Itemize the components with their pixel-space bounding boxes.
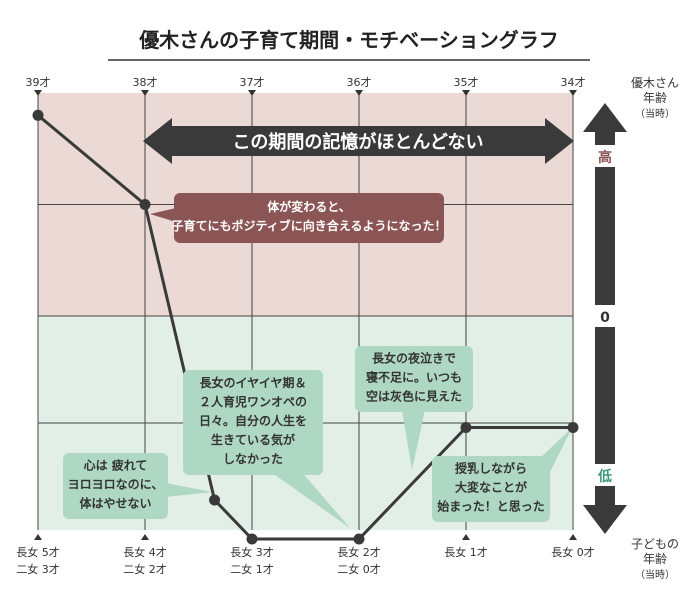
x-bottom-tick-label: 長女 0才 bbox=[551, 545, 595, 559]
x-top-tick-label: 36才 bbox=[347, 75, 372, 89]
top-axis-label: 優木さん bbox=[631, 76, 679, 90]
callout-nursing-text: 大変なことが bbox=[455, 480, 527, 495]
callout-nursing-text: 授乳しながら bbox=[455, 461, 527, 476]
x-top-tick-marker bbox=[141, 90, 149, 96]
scale-low-label: 低 bbox=[597, 468, 612, 485]
series-point bbox=[460, 422, 472, 433]
x-bottom-tick-label: 二女 0才 bbox=[337, 562, 381, 576]
x-bottom-tick-label: 二女 1才 bbox=[230, 562, 274, 576]
series-point bbox=[246, 533, 258, 545]
bottom-axis-label: 年齢 bbox=[643, 551, 667, 566]
x-top-tick-marker bbox=[569, 90, 577, 96]
x-bottom-tick-label: 長女 3才 bbox=[230, 545, 274, 559]
scale-zero-box bbox=[594, 305, 616, 327]
callout-tired-tail bbox=[166, 483, 212, 497]
x-top-tick-label: 37才 bbox=[240, 75, 265, 89]
x-bottom-tick-label: 長女 4才 bbox=[123, 545, 167, 559]
memory-banner-text: この期間の記憶がほとんどない bbox=[232, 131, 483, 153]
callout-tired-box bbox=[63, 453, 168, 519]
callout-iyaiya-box bbox=[183, 370, 323, 475]
bottom-axis-label: （当時） bbox=[635, 568, 675, 581]
callout-iyaiya-text: 生きている気が bbox=[211, 432, 295, 447]
callout-nightcry-box bbox=[355, 346, 473, 412]
callout-iyaiya-text: 日々。自分の人生を bbox=[199, 413, 307, 428]
callout-nightcry-text: 寝不足に。いつも bbox=[366, 370, 462, 385]
bottom-axis-label: 子どもの bbox=[631, 537, 679, 551]
series-point bbox=[139, 199, 151, 210]
callout-positive-text: 子育てにもポジティブに向き合えるようになった！ bbox=[172, 218, 447, 233]
callout-nightcry-text: 長女の夜泣きで bbox=[372, 351, 456, 366]
x-top-tick-label: 34才 bbox=[561, 75, 586, 89]
callout-nursing-text: 始まった！と思った bbox=[437, 499, 545, 514]
callout-tired-text: 心は 疲れて bbox=[84, 458, 148, 473]
callout-positive-text: 体が変わると、 bbox=[267, 199, 351, 214]
x-bottom-tick-marker bbox=[569, 534, 577, 540]
scale-high-box bbox=[594, 145, 616, 167]
callout-nursing-box bbox=[432, 456, 550, 522]
series-point bbox=[209, 494, 221, 506]
callout-nightcry-tail bbox=[402, 410, 425, 470]
callout-iyaiya-tail bbox=[268, 470, 350, 528]
x-bottom-tick-label: 長女 1才 bbox=[444, 545, 488, 559]
chart-title: 優木さんの子育て期間・モチベーショングラフ bbox=[138, 28, 559, 52]
x-top-tick-marker bbox=[34, 90, 42, 96]
x-bottom-tick-label: 二女 2才 bbox=[123, 562, 167, 576]
callout-iyaiya-text: しなかった bbox=[223, 452, 283, 466]
scale-low-box bbox=[594, 464, 616, 486]
x-bottom-tick-label: 長女 5才 bbox=[16, 545, 60, 559]
scale-zero-label: 0 bbox=[600, 310, 610, 326]
series-point bbox=[353, 533, 365, 545]
callout-nightcry-text: 空は灰色に見えた bbox=[366, 389, 462, 404]
series-point bbox=[567, 422, 579, 433]
x-top-tick-marker bbox=[355, 90, 363, 96]
x-bottom-tick-marker bbox=[34, 534, 42, 540]
x-top-tick-marker bbox=[462, 90, 470, 96]
x-top-tick-marker bbox=[248, 90, 256, 96]
x-top-tick-label: 39才 bbox=[26, 75, 51, 89]
memory-banner-arrow bbox=[143, 118, 574, 164]
callout-tired-text: ヨロヨロなのに、 bbox=[68, 478, 164, 492]
callout-tired-text: 体はやせない bbox=[79, 496, 151, 511]
top-axis-label: 年齢 bbox=[643, 90, 667, 105]
callout-positive: 体が変わると、子育てにもポジティブに向き合えるようになった！ bbox=[150, 193, 446, 243]
x-top-tick-label: 35才 bbox=[454, 75, 479, 89]
scale-high-label: 高 bbox=[598, 149, 612, 166]
x-top-tick-label: 38才 bbox=[133, 75, 158, 89]
x-bottom-tick-marker bbox=[462, 534, 470, 540]
callout-positive-box bbox=[174, 193, 444, 243]
x-bottom-tick-label: 二女 3才 bbox=[16, 562, 60, 576]
series-point bbox=[32, 109, 44, 121]
callout-iyaiya-text: 長女のイヤイヤ期＆ bbox=[199, 375, 306, 390]
top-axis-label: （当時） bbox=[635, 107, 675, 120]
callout-iyaiya-text: ２人育児ワンオペの bbox=[199, 394, 307, 409]
callout-positive-tail bbox=[150, 208, 176, 222]
x-bottom-tick-label: 長女 2才 bbox=[337, 545, 381, 559]
x-bottom-tick-marker bbox=[141, 534, 149, 540]
